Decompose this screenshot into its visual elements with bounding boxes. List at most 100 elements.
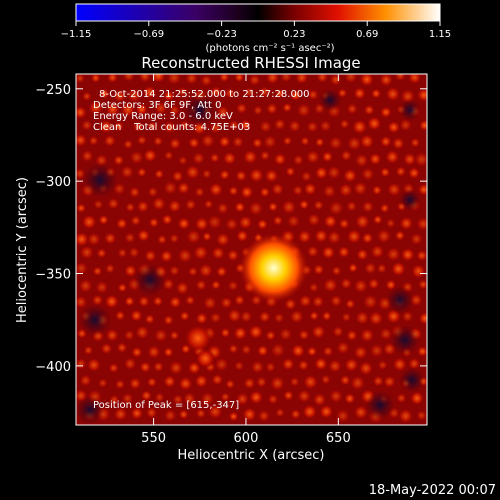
ringing-blob bbox=[154, 391, 166, 403]
ringing-blob bbox=[379, 166, 391, 178]
ringing-blob bbox=[265, 74, 280, 85]
ringing-blob bbox=[128, 246, 141, 259]
ringing-blob bbox=[86, 231, 102, 247]
ringing-blob bbox=[308, 282, 320, 293]
ringing-blob bbox=[257, 409, 271, 423]
ringing-blob bbox=[163, 150, 174, 161]
ringing-blob bbox=[328, 200, 344, 216]
ringing-blob bbox=[359, 327, 375, 343]
ringing-blob bbox=[192, 244, 209, 261]
ringing-blob bbox=[300, 170, 313, 183]
ringing-blob bbox=[98, 214, 109, 226]
ringing-blob bbox=[233, 294, 246, 306]
ringing-blob bbox=[198, 262, 214, 279]
ringing-blob bbox=[163, 346, 174, 358]
ringing-blob bbox=[185, 228, 202, 245]
ringing-blob bbox=[329, 74, 343, 87]
y-tick-label: −350 bbox=[35, 268, 71, 283]
ringing-blob bbox=[250, 360, 265, 375]
ringing-blob bbox=[113, 406, 128, 422]
ringing-blob bbox=[209, 152, 221, 164]
ringing-blob bbox=[145, 406, 158, 419]
ringing-blob bbox=[313, 356, 328, 371]
ringing-blob bbox=[218, 74, 230, 83]
ringing-blob bbox=[313, 199, 325, 211]
ringing-blob bbox=[194, 373, 209, 389]
ringing-blob bbox=[305, 120, 319, 134]
ringing-blob bbox=[129, 309, 144, 323]
ringing-blob bbox=[320, 374, 332, 385]
ringing-blob bbox=[112, 154, 125, 166]
negative-spot bbox=[183, 93, 217, 127]
ringing-blob bbox=[258, 310, 272, 324]
ringing-blob bbox=[321, 150, 334, 163]
ringing-blob bbox=[314, 165, 329, 180]
ringing-blob bbox=[234, 74, 245, 83]
ringing-blob bbox=[394, 230, 406, 242]
ringing-blob bbox=[417, 183, 427, 196]
ringing-blob bbox=[216, 105, 230, 119]
ringing-blob bbox=[184, 74, 199, 86]
negative-spot bbox=[318, 88, 342, 112]
ringing-blob bbox=[360, 167, 375, 182]
ringing-blob bbox=[290, 408, 302, 420]
ringing-blob bbox=[328, 135, 343, 151]
ringing-blob bbox=[104, 294, 120, 309]
ringing-blob bbox=[132, 120, 145, 133]
ringing-blob bbox=[363, 261, 378, 275]
ringing-blob bbox=[384, 149, 400, 165]
negative-spot bbox=[133, 263, 167, 297]
ringing-blob bbox=[171, 170, 184, 183]
ringing-blob bbox=[349, 374, 366, 391]
ringing-blob bbox=[281, 102, 293, 113]
ringing-blob bbox=[83, 345, 94, 356]
ringing-blob bbox=[297, 229, 312, 245]
ringing-blob bbox=[415, 409, 427, 422]
ringing-blob bbox=[298, 294, 313, 308]
ringing-blob bbox=[318, 404, 334, 419]
y-tick-label: −400 bbox=[35, 360, 71, 375]
ringing-blob bbox=[153, 328, 169, 343]
ringing-blob bbox=[130, 346, 143, 359]
ringing-blob bbox=[199, 391, 215, 407]
ringing-blob bbox=[108, 362, 120, 374]
ringing-blob bbox=[226, 248, 240, 262]
ringing-blob bbox=[136, 228, 151, 243]
ringing-blob bbox=[341, 312, 352, 323]
ringing-blob bbox=[342, 168, 358, 184]
ringing-blob bbox=[251, 137, 264, 149]
ringing-blob bbox=[105, 328, 120, 343]
ringing-blob bbox=[395, 392, 407, 404]
ringing-blob bbox=[319, 119, 332, 133]
ringing-blob bbox=[303, 182, 318, 196]
ringing-blob bbox=[203, 199, 214, 210]
ringing-blob bbox=[351, 118, 368, 135]
ringing-blob bbox=[124, 201, 136, 213]
ringing-blob bbox=[353, 278, 369, 294]
ringing-blob bbox=[235, 229, 249, 243]
ringing-blob bbox=[177, 155, 189, 166]
ringing-blob bbox=[144, 313, 156, 325]
ringing-blob bbox=[379, 106, 393, 119]
ringing-blob bbox=[338, 182, 354, 198]
ringing-blob bbox=[313, 228, 329, 244]
ringing-blob bbox=[99, 88, 110, 99]
plot-frame bbox=[75, 73, 428, 426]
ringing-blob bbox=[352, 180, 368, 196]
ringing-blob bbox=[123, 263, 138, 278]
ringing-blob bbox=[409, 137, 421, 148]
ringing-blob bbox=[228, 119, 240, 131]
ringing-blob bbox=[311, 295, 325, 309]
ringing-blob bbox=[146, 344, 161, 360]
ringing-blob bbox=[302, 374, 319, 390]
ringing-blob bbox=[291, 184, 304, 197]
ringing-blob bbox=[361, 232, 374, 245]
ringing-blob bbox=[353, 404, 369, 420]
ringing-blob bbox=[239, 185, 254, 200]
ringing-blob bbox=[191, 151, 206, 166]
ringing-blob bbox=[239, 119, 252, 132]
ringing-blob bbox=[331, 265, 342, 277]
ringing-blob bbox=[163, 408, 178, 423]
ringing-blob bbox=[382, 375, 397, 389]
